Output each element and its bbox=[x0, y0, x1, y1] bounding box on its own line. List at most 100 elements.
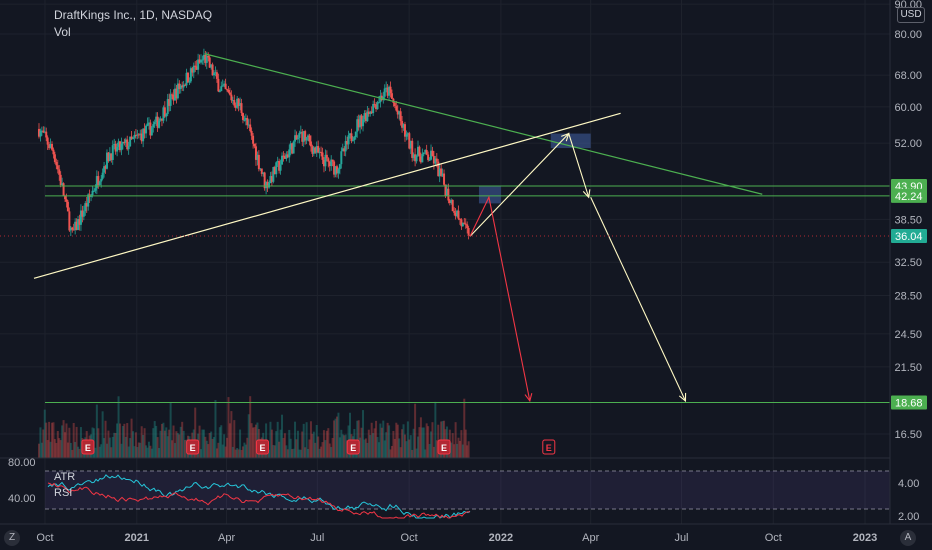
volume-bar bbox=[237, 449, 240, 458]
candle-body bbox=[314, 147, 317, 153]
volume-bar bbox=[142, 434, 145, 458]
candle-body bbox=[351, 140, 354, 142]
candle-body bbox=[249, 124, 252, 131]
volume-bar bbox=[113, 432, 116, 458]
support-resistance-lines[interactable] bbox=[45, 185, 890, 404]
candle-body bbox=[454, 212, 457, 217]
auto-scale-button[interactable]: A bbox=[900, 530, 916, 546]
projection-arrows[interactable] bbox=[469, 132, 687, 403]
atr-label[interactable]: ATR bbox=[54, 471, 76, 483]
time-axis-labels[interactable]: Oct 2021 Apr Jul Oct 2022 Apr Jul Oct 2023 bbox=[36, 532, 877, 544]
earnings-marker-label: E bbox=[546, 443, 552, 453]
volume-bar bbox=[405, 441, 408, 458]
candle-body bbox=[262, 172, 265, 174]
indicator-right-tick: 2.00 bbox=[898, 511, 919, 523]
volume-bar bbox=[250, 423, 253, 458]
price-badge-label: 42.24 bbox=[895, 191, 923, 203]
candle-body bbox=[288, 149, 291, 158]
price-badge bbox=[891, 395, 927, 410]
zoom-button[interactable]: Z bbox=[4, 530, 20, 546]
volume-bar bbox=[39, 427, 42, 458]
candle-body bbox=[72, 229, 75, 231]
volume-bar bbox=[230, 411, 233, 458]
candle-body bbox=[447, 188, 450, 201]
volume-bar bbox=[430, 431, 433, 458]
candle-body bbox=[458, 218, 461, 220]
indicator-left-tick: 40.00 bbox=[8, 493, 36, 505]
volume-bar bbox=[421, 427, 424, 458]
candle-body bbox=[52, 149, 55, 155]
candle-body bbox=[338, 164, 341, 170]
candle-body bbox=[419, 156, 422, 163]
candle-body bbox=[270, 176, 273, 182]
candle-body bbox=[362, 119, 365, 127]
candle-body bbox=[191, 68, 194, 73]
volume-bar bbox=[396, 424, 399, 458]
arrow-path bbox=[469, 132, 590, 237]
volume-bar bbox=[95, 404, 98, 458]
candle-body bbox=[87, 194, 90, 207]
candle-body bbox=[399, 111, 402, 122]
candle-body bbox=[309, 141, 312, 147]
volume-bar bbox=[356, 420, 359, 458]
candle-body bbox=[74, 221, 77, 231]
volume-bar bbox=[211, 438, 214, 458]
volume-bar bbox=[98, 446, 101, 458]
candle-body bbox=[389, 86, 392, 94]
candle-body bbox=[421, 154, 424, 163]
volume-bar bbox=[75, 426, 78, 458]
volume-bar bbox=[114, 432, 117, 458]
candle-body bbox=[143, 128, 146, 134]
candle-body bbox=[114, 143, 117, 152]
candle-body bbox=[295, 135, 298, 140]
volume-bar bbox=[173, 443, 176, 458]
volume-bar bbox=[331, 437, 334, 458]
candle-body bbox=[45, 131, 48, 138]
volume-label[interactable]: Vol bbox=[54, 25, 71, 39]
volume-bar bbox=[55, 443, 58, 458]
candle-body bbox=[121, 142, 124, 144]
rsi-label[interactable]: RSI bbox=[54, 487, 73, 499]
candle-body bbox=[375, 104, 378, 110]
volume-bar bbox=[304, 447, 307, 458]
volume-bar bbox=[402, 424, 405, 458]
volume-bar bbox=[65, 423, 68, 458]
candle-body bbox=[58, 169, 61, 175]
candle-body bbox=[401, 121, 404, 128]
volume-bar bbox=[155, 425, 158, 458]
price-axis-ticks[interactable]: 90.00 80.00 68.00 60.00 52.00 38.50 32.50 28.50… bbox=[894, 0, 922, 441]
volume-bar bbox=[461, 444, 464, 458]
volume-bar bbox=[64, 432, 67, 458]
candle-body bbox=[467, 228, 470, 237]
trendlines[interactable] bbox=[33, 53, 763, 279]
volume-bar bbox=[399, 447, 402, 458]
candle-body bbox=[108, 153, 111, 162]
volume-bar bbox=[302, 423, 305, 458]
candle-body bbox=[388, 86, 391, 96]
candle-body bbox=[48, 144, 51, 149]
candle-body bbox=[299, 131, 302, 133]
time-label: 2021 bbox=[125, 532, 149, 544]
volume-bar bbox=[49, 441, 52, 458]
candle-body bbox=[61, 183, 64, 186]
trendline bbox=[33, 112, 621, 279]
indicator-right-tick: 4.00 bbox=[898, 478, 919, 490]
time-label: 2022 bbox=[489, 532, 513, 544]
volume-bar bbox=[270, 429, 273, 458]
volume-bar bbox=[240, 449, 243, 458]
volume-bar bbox=[466, 445, 469, 458]
candle-body bbox=[308, 135, 311, 142]
candle-body bbox=[330, 159, 333, 167]
candle-body bbox=[152, 124, 155, 128]
candle-body bbox=[100, 178, 103, 182]
candle-body bbox=[385, 87, 388, 89]
volume-bar bbox=[243, 442, 246, 458]
symbol-title[interactable]: DraftKings Inc., 1D, NASDAQ bbox=[54, 8, 213, 22]
candle-body bbox=[188, 81, 191, 83]
candle-body bbox=[78, 219, 81, 225]
volume-bar bbox=[298, 449, 301, 458]
volume-bar bbox=[150, 448, 153, 458]
currency-button[interactable]: USD bbox=[897, 7, 925, 23]
